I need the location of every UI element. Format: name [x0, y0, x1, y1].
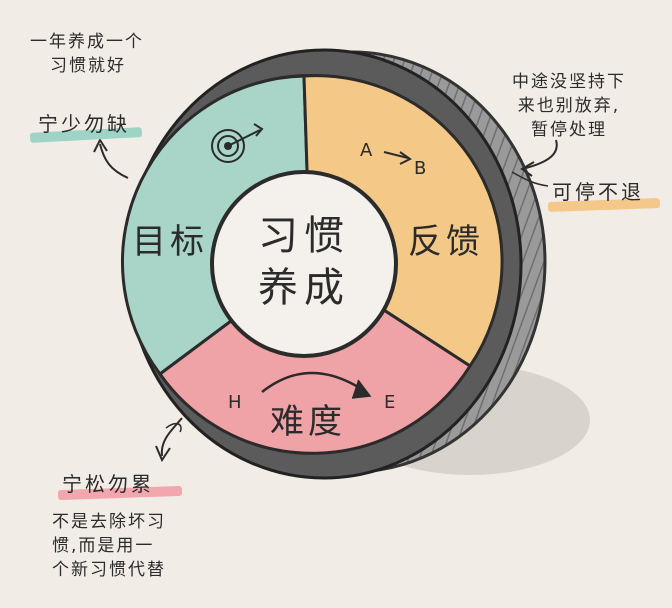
difficulty-arrow-icon: [261, 371, 372, 399]
feedback-label: 反馈: [408, 222, 484, 262]
feedback-arrow-icon: [383, 151, 412, 165]
note-bottom-left-line-3: 个新习惯代替: [52, 560, 166, 580]
annotation-arrow-right: [511, 171, 549, 187]
label-rather-less: 宁少勿缺: [38, 112, 130, 136]
center-title-line-1: 习惯: [258, 213, 350, 259]
note-top-left-line-1: 一年养成一个: [30, 32, 144, 52]
note-bottom-left-line-1: 不是去除坏习: [52, 512, 166, 532]
annotation-arrow-top-left: [93, 137, 129, 179]
center-title: 习惯 养成: [212, 210, 396, 314]
note-bottom-left: 不是去除坏习 惯,而是用一 个新习惯代替: [52, 510, 166, 582]
target-icon: [211, 123, 264, 163]
goal-sector: [121, 74, 312, 377]
note-top-left-line-2: 习惯就好: [50, 56, 126, 76]
note-top-right: 中途没坚持下 来也别放弃, 暂停处理: [512, 70, 626, 142]
note-top-right-line-1: 中途没坚持下: [512, 72, 626, 92]
label-loose-not-tired: 宁松勿累: [62, 472, 154, 496]
note-top-left: 一年养成一个 习惯就好: [30, 30, 144, 78]
difficulty-from: H: [228, 392, 242, 413]
difficulty-sector: [157, 260, 473, 455]
note-top-right-line-3: 暂停处理: [531, 120, 607, 140]
feedback-sector: [302, 74, 504, 369]
center-circle: [210, 170, 398, 358]
annotation-arrow-bottom-left: [155, 417, 183, 463]
annotation-arrow-top-right: [520, 139, 558, 177]
center-title-line-2: 养成: [258, 265, 350, 311]
goal-label: 目标: [132, 222, 208, 262]
feedback-from: A: [360, 140, 373, 161]
difficulty-to: E: [384, 392, 396, 413]
note-bottom-left-line-2: 惯,而是用一: [52, 536, 155, 556]
feedback-to: B: [414, 158, 427, 179]
difficulty-label: 难度: [270, 402, 346, 442]
label-pause-not-quit: 可停不退: [552, 180, 644, 204]
wheel-face: [121, 74, 504, 455]
note-top-right-line-2: 来也别放弃,: [517, 96, 621, 116]
